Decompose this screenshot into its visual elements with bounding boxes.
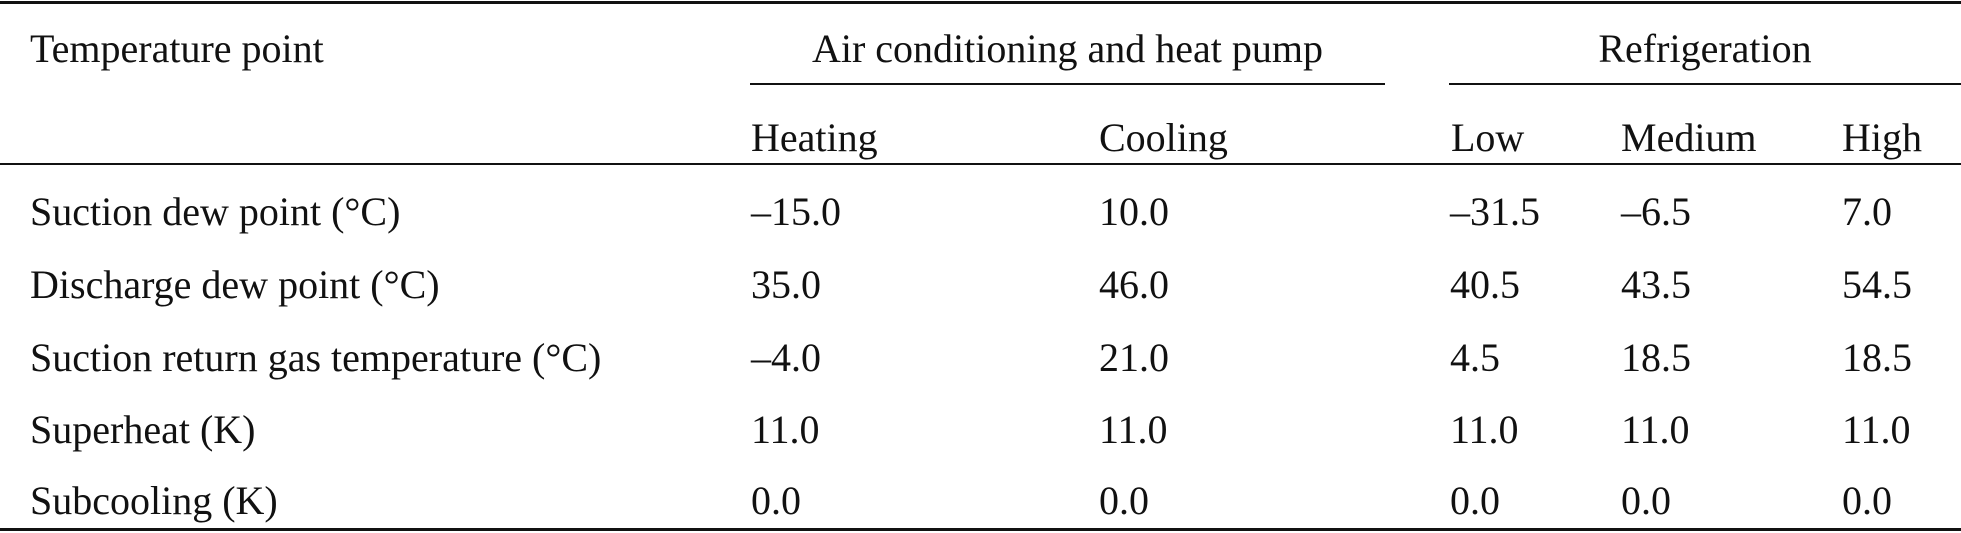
- bottom-rule: [0, 528, 1961, 531]
- cell-medium: 18.5: [1621, 335, 1691, 380]
- top-rule: [0, 1, 1961, 4]
- cell-high: 11.0: [1842, 407, 1911, 452]
- row-label: Subcooling (K): [30, 478, 278, 523]
- cell-high: 0.0: [1842, 478, 1892, 523]
- cell-heating: 0.0: [751, 478, 801, 523]
- row-label-header: Temperature point: [30, 26, 324, 71]
- cell-medium: 43.5: [1621, 262, 1691, 307]
- cell-low: –31.5: [1450, 189, 1540, 234]
- cell-heating: 35.0: [751, 262, 821, 307]
- cell-heating: 11.0: [751, 407, 820, 452]
- group-underline-refrigeration: [1449, 83, 1961, 85]
- cell-low: 40.5: [1450, 262, 1520, 307]
- cell-high: 18.5: [1842, 335, 1912, 380]
- cell-heating: –4.0: [751, 335, 821, 380]
- cell-low: 0.0: [1450, 478, 1500, 523]
- row-label: Discharge dew point (°C): [30, 262, 440, 307]
- cell-high: 54.5: [1842, 262, 1912, 307]
- cell-medium: 0.0: [1621, 478, 1671, 523]
- header-bottom-rule: [0, 163, 1961, 165]
- group-underline-air-conditioning: [750, 83, 1385, 85]
- cell-cooling: 46.0: [1099, 262, 1169, 307]
- column-header-high: High: [1842, 115, 1922, 160]
- column-header-medium: Medium: [1621, 115, 1757, 160]
- cell-cooling: 0.0: [1099, 478, 1149, 523]
- cell-heating: –15.0: [751, 189, 841, 234]
- group-header-refrigeration: Refrigeration: [1598, 26, 1812, 71]
- cell-low: 4.5: [1450, 335, 1500, 380]
- row-label: Superheat (K): [30, 407, 256, 452]
- column-header-low: Low: [1451, 115, 1525, 160]
- row-label: Suction dew point (°C): [30, 189, 401, 234]
- column-header-heating: Heating: [751, 115, 878, 160]
- cell-cooling: 11.0: [1099, 407, 1168, 452]
- cell-medium: 11.0: [1621, 407, 1690, 452]
- column-header-cooling: Cooling: [1099, 115, 1228, 160]
- cell-low: 11.0: [1450, 407, 1519, 452]
- cell-medium: –6.5: [1621, 189, 1691, 234]
- group-header-air-conditioning: Air conditioning and heat pump: [811, 26, 1323, 71]
- cell-high: 7.0: [1842, 189, 1892, 234]
- row-label: Suction return gas temperature (°C): [30, 335, 602, 380]
- cell-cooling: 10.0: [1099, 189, 1169, 234]
- cell-cooling: 21.0: [1099, 335, 1169, 380]
